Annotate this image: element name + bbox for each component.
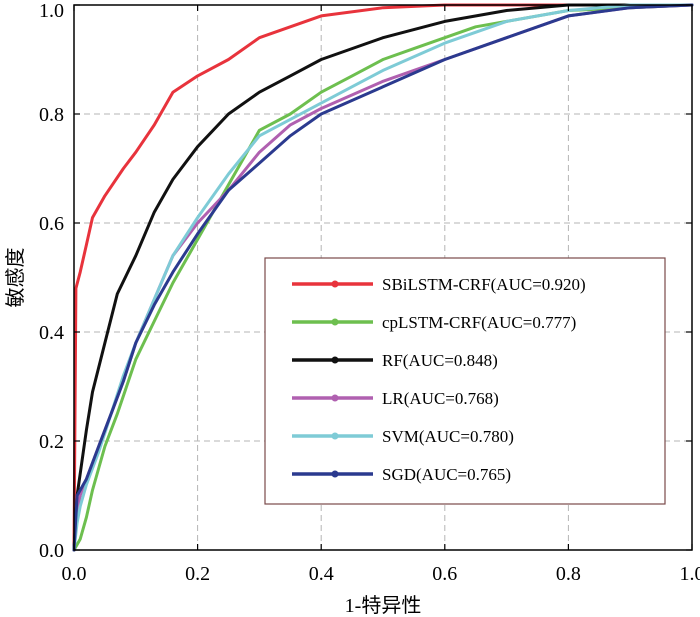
- series-line-0: [72, 3, 694, 552]
- y-axis-label: 敏感度: [4, 248, 27, 308]
- legend-marker-4: [331, 432, 339, 440]
- series-line-1: [72, 3, 694, 552]
- series-lines: [72, 3, 694, 552]
- y-tick-label: 1.0: [39, 0, 64, 22]
- legend-label-1: cpLSTM-CRF(AUC=0.777): [382, 313, 576, 332]
- legend-box: [264, 257, 666, 505]
- plot-frame: [73, 4, 693, 551]
- series-line-4: [72, 3, 694, 552]
- legend-marker-1: [331, 318, 339, 326]
- x-tick-label: 0.6: [432, 563, 457, 585]
- x-tick-label: 0.8: [556, 563, 581, 585]
- series-line-2: [72, 3, 694, 552]
- x-tick-label: 1.0: [680, 563, 700, 585]
- x-tick-label: 0.4: [309, 563, 334, 585]
- legend-marker-0: [331, 280, 339, 288]
- y-tick-label: 0.0: [39, 540, 64, 562]
- legend-label-0: SBiLSTM-CRF(AUC=0.920): [382, 275, 586, 294]
- y-tick-label: 0.4: [39, 322, 64, 344]
- y-tick-label: 0.8: [39, 104, 64, 126]
- legend-marker-3: [331, 394, 339, 402]
- legend-marker-5: [331, 470, 339, 478]
- legend-label-3: LR(AUC=0.768): [382, 389, 499, 408]
- legend-label-5: SGD(AUC=0.765): [382, 465, 511, 484]
- x-tick-label: 0.0: [62, 563, 87, 585]
- y-tick-label: 0.2: [39, 431, 64, 453]
- legend-label-4: SVM(AUC=0.780): [382, 427, 514, 446]
- legend-label-2: RF(AUC=0.848): [382, 351, 498, 370]
- legend: SBiLSTM-CRF(AUC=0.920) cpLSTM-CRF(AUC=0.7…: [264, 257, 666, 505]
- x-tick-label: 0.2: [185, 563, 210, 585]
- ticks: 0.0 0.2 0.4 0.6 0.8 1.0 0.0 0.2 0.4 0.6 0.8 1.0: [39, 0, 700, 585]
- series-line-5: [72, 3, 694, 552]
- legend-marker-2: [331, 356, 339, 364]
- y-tick-label: 0.6: [39, 213, 64, 235]
- x-axis-label: 1-特异性: [345, 594, 422, 617]
